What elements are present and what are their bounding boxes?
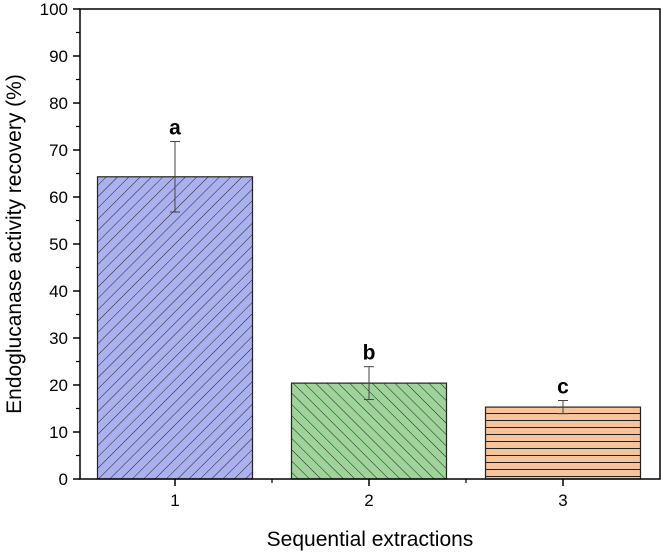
y-tick-label: 10: [49, 423, 68, 442]
y-tick-label: 30: [49, 329, 68, 348]
significance-label-b: b: [363, 342, 376, 365]
y-tick-label: 50: [49, 235, 68, 254]
y-tick-label: 100: [40, 0, 68, 19]
y-tick-label: 80: [49, 94, 68, 113]
x-tick-label: 3: [558, 491, 567, 510]
x-tick-label: 1: [170, 491, 179, 510]
error-bar-2: [364, 366, 374, 401]
y-tick-label: 70: [49, 141, 68, 160]
x-tick-label: 2: [364, 491, 373, 510]
bar-1: [96, 176, 254, 480]
bar-3: [484, 406, 642, 480]
y-tick-label: 0: [59, 470, 68, 489]
y-tick-label: 90: [49, 47, 68, 66]
y-tick-label: 60: [49, 188, 68, 207]
error-bar-3: [558, 400, 568, 415]
significance-label-c: c: [557, 376, 569, 399]
y-tick-label: 40: [49, 282, 68, 301]
y-axis-title: Endoglucanase activity recovery (%): [3, 74, 26, 414]
y-tick-label: 20: [49, 376, 68, 395]
error-bar-1: [170, 141, 180, 213]
significance-label-a: a: [169, 117, 181, 140]
x-axis-title: Sequential extractions: [267, 528, 474, 551]
